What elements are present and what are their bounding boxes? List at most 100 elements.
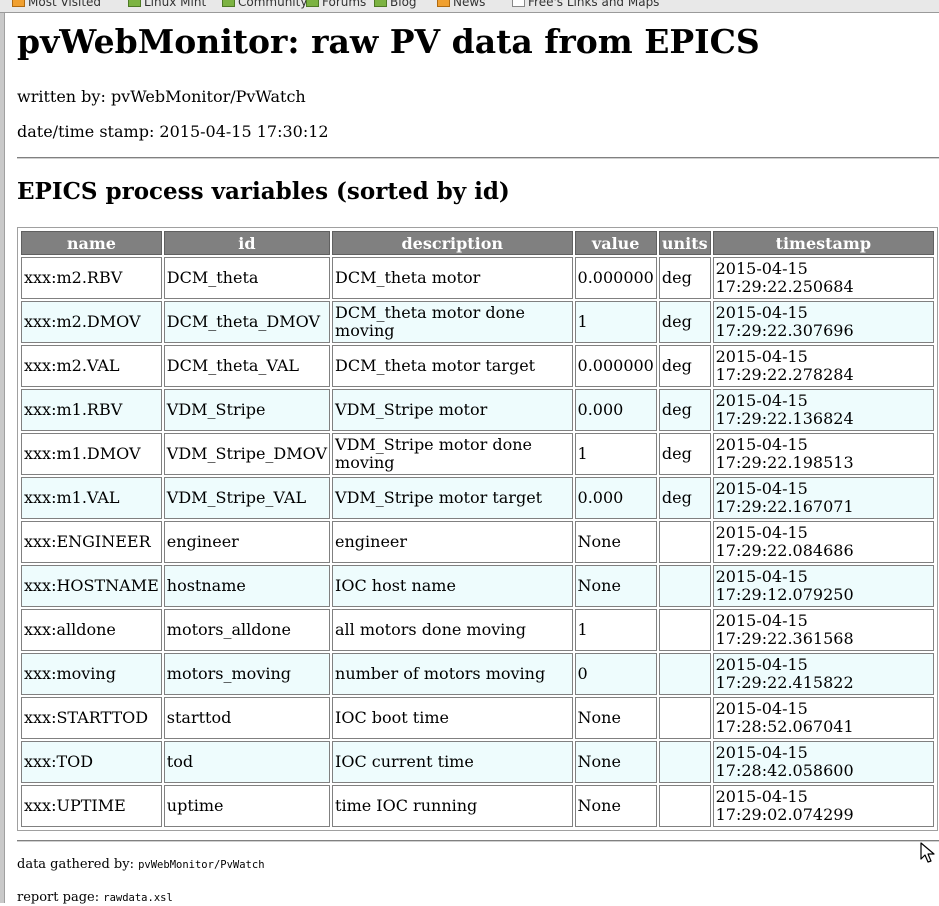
bookmark-links-maps[interactable]: Free's Links and Maps — [512, 0, 659, 9]
cell-units — [658, 741, 711, 783]
cell-timestamp: 2015-04-15 17:29:22.136824 — [712, 389, 934, 431]
bookmark-community[interactable]: Community — [222, 0, 307, 9]
cell-name: xxx:HOSTNAME — [21, 565, 162, 607]
column-header-timestamp: timestamp — [712, 231, 934, 255]
cell-value: None — [574, 521, 657, 563]
cell-timestamp: 2015-04-15 17:29:22.361568 — [712, 609, 934, 651]
cell-name: xxx:TOD — [21, 741, 162, 783]
cell-description: DCM_theta motor — [332, 257, 573, 299]
cell-units: deg — [658, 301, 711, 343]
cell-timestamp: 2015-04-15 17:29:22.198513 — [712, 433, 934, 475]
cell-units — [658, 697, 711, 739]
cell-timestamp: 2015-04-15 17:29:22.307696 — [712, 301, 934, 343]
cell-value: None — [574, 565, 657, 607]
cell-value: None — [574, 741, 657, 783]
table-row: xxx:HOSTNAME hostname IOC host name None… — [21, 565, 934, 607]
timestamp-time: 17:29:22.084686 — [715, 541, 854, 560]
timestamp-date: 2015-04-15 — [715, 391, 808, 410]
rss-icon — [437, 0, 450, 7]
bookmark-linux-mint[interactable]: Linux Mint — [128, 0, 206, 9]
timestamp-time: 17:28:42.058600 — [715, 761, 854, 780]
cell-units — [658, 653, 711, 695]
cell-id: starttod — [163, 697, 331, 739]
cell-units: deg — [658, 433, 711, 475]
bookmark-forums[interactable]: Forums — [306, 0, 366, 9]
cell-id: motors_moving — [163, 653, 331, 695]
timestamp-date: 2015-04-15 — [715, 699, 808, 718]
cell-units: deg — [658, 389, 711, 431]
timestamp-time: 17:29:22.136824 — [715, 409, 854, 428]
pv-table: name id description value units timestam… — [19, 229, 936, 829]
timestamp-date: 2015-04-15 — [715, 567, 808, 586]
table-row: xxx:m2.VAL DCM_theta_VAL DCM_theta motor… — [21, 345, 934, 387]
bookmark-label: News — [453, 0, 486, 9]
section-title: EPICS process variables (sorted by id) — [17, 178, 510, 205]
timestamp-time: 17:29:22.198513 — [715, 453, 854, 472]
cell-id: engineer — [163, 521, 331, 563]
gathered-value: pvWebMonitor/PvWatch — [138, 859, 265, 871]
table-header-row: name id description value units timestam… — [21, 231, 934, 255]
cell-value: 0 — [574, 653, 657, 695]
cell-description: time IOC running — [332, 785, 573, 827]
table-row: xxx:m1.VAL VDM_Stripe_VAL VDM_Stripe mot… — [21, 477, 934, 519]
cell-units — [658, 565, 711, 607]
cell-timestamp: 2015-04-15 17:29:22.167071 — [712, 477, 934, 519]
cell-description: DCM_theta motor target — [332, 345, 573, 387]
window-edge — [0, 13, 5, 903]
timestamp-date: 2015-04-15 — [715, 303, 808, 322]
pv-table-body: xxx:m2.RBV DCM_theta DCM_theta motor 0.0… — [21, 257, 934, 827]
table-row: xxx:TOD tod IOC current time None 2015-0… — [21, 741, 934, 783]
cell-name: xxx:moving — [21, 653, 162, 695]
cell-description: all motors done moving — [332, 609, 573, 651]
cell-value: 1 — [574, 433, 657, 475]
timestamp-date: 2015-04-15 — [715, 435, 808, 454]
cell-name: xxx:m1.VAL — [21, 477, 162, 519]
cell-timestamp: 2015-04-15 17:28:52.067041 — [712, 697, 934, 739]
timestamp-time: 17:29:22.250684 — [715, 277, 854, 296]
table-row: xxx:UPTIME uptime time IOC running None … — [21, 785, 934, 827]
cell-value: None — [574, 785, 657, 827]
cell-id: motors_alldone — [163, 609, 331, 651]
table-row: xxx:ENGINEER engineer engineer None 2015… — [21, 521, 934, 563]
bookmark-label: Blog — [390, 0, 417, 9]
bookmark-icon — [306, 0, 319, 7]
cell-name: xxx:m2.VAL — [21, 345, 162, 387]
cell-description: engineer — [332, 521, 573, 563]
timestamp-time: 17:29:22.278284 — [715, 365, 854, 384]
bookmark-news[interactable]: News — [437, 0, 485, 9]
cell-name: xxx:UPTIME — [21, 785, 162, 827]
pv-table-frame: name id description value units timestam… — [17, 227, 938, 831]
cell-description: VDM_Stripe motor done moving — [332, 433, 573, 475]
column-header-value: value — [574, 231, 657, 255]
timestamp-time: 17:29:22.307696 — [715, 321, 854, 340]
column-header-name: name — [21, 231, 162, 255]
cell-value: 0.000000 — [574, 345, 657, 387]
cell-id: DCM_theta_DMOV — [163, 301, 331, 343]
cell-description: number of motors moving — [332, 653, 573, 695]
cell-name: xxx:ENGINEER — [21, 521, 162, 563]
cell-units: deg — [658, 477, 711, 519]
cell-description: IOC current time — [332, 741, 573, 783]
cell-name: xxx:m2.DMOV — [21, 301, 162, 343]
cell-id: VDM_Stripe — [163, 389, 331, 431]
bookmark-label: Free's Links and Maps — [528, 0, 660, 9]
gathered-label: data gathered by: — [17, 857, 134, 872]
timestamp-time: 17:29:02.074299 — [715, 805, 854, 824]
bookmark-most-visited[interactable]: Most Visited — [12, 0, 101, 9]
bookmark-label: Most Visited — [28, 0, 102, 9]
bookmark-blog[interactable]: Blog — [374, 0, 417, 9]
divider — [17, 840, 939, 842]
cell-description: VDM_Stripe motor — [332, 389, 573, 431]
cell-id: VDM_Stripe_VAL — [163, 477, 331, 519]
table-row: xxx:m2.DMOV DCM_theta_DMOV DCM_theta mot… — [21, 301, 934, 343]
bookmark-icon — [222, 0, 235, 7]
page-title: pvWebMonitor: raw PV data from EPICS — [17, 22, 760, 61]
cell-units: deg — [658, 345, 711, 387]
cell-id: DCM_theta_VAL — [163, 345, 331, 387]
cell-timestamp: 2015-04-15 17:29:22.415822 — [712, 653, 934, 695]
cell-description: IOC host name — [332, 565, 573, 607]
timestamp-time: 17:29:22.361568 — [715, 629, 854, 648]
cell-id: tod — [163, 741, 331, 783]
timestamp-date: 2015-04-15 — [715, 787, 808, 806]
column-header-units: units — [658, 231, 711, 255]
